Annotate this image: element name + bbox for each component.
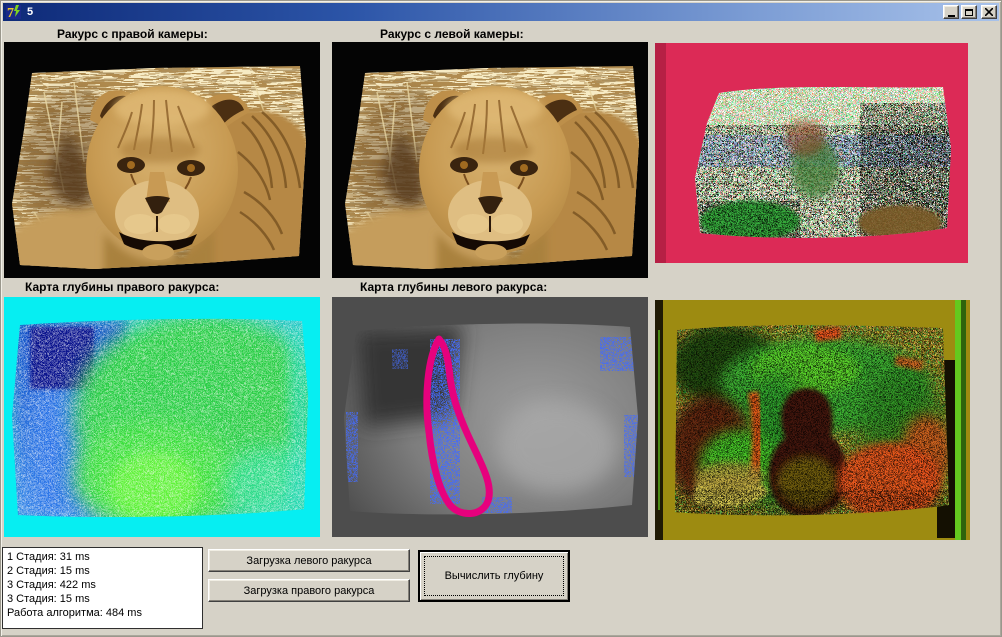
titlebar: 7 5 <box>3 3 999 21</box>
close-button[interactable] <box>981 5 997 19</box>
minimize-button[interactable] <box>943 5 959 19</box>
label-depth-map-right: Карта глубины правого ракурса: <box>25 280 220 294</box>
label-depth-map-left: Карта глубины левого ракурса: <box>360 280 548 294</box>
minimize-icon <box>947 14 955 17</box>
compute-depth-button[interactable]: Вычислить глубину <box>419 551 569 601</box>
delphi-lightning-app-icon: 7 <box>6 5 22 21</box>
depth-map-right-view <box>4 297 320 537</box>
segmentation-map <box>655 300 970 540</box>
label-left-camera-view: Ракурс с левой камеры: <box>380 27 524 41</box>
load-right-view-button[interactable]: Загрузка правого ракурса <box>208 579 410 602</box>
highlight-outline <box>423 335 493 517</box>
timing-line: 3 Стадия: 422 ms <box>7 579 96 591</box>
timing-line: Работа алгоритма: 484 ms <box>7 607 142 619</box>
depth-map-left-view <box>332 297 648 537</box>
timing-line: 1 Стадия: 31 ms <box>7 551 90 563</box>
timing-listbox[interactable]: 1 Стадия: 31 ms 2 Стадия: 15 ms 3 Стадия… <box>2 547 203 629</box>
label-right-camera-view: Ракурс с правой камеры: <box>57 27 208 41</box>
close-icon <box>985 8 993 16</box>
svg-text:7: 7 <box>7 6 14 19</box>
maximize-button[interactable] <box>961 5 977 19</box>
timing-line: 2 Стадия: 15 ms <box>7 565 90 577</box>
maximize-icon <box>965 8 973 16</box>
disparity-error-map <box>655 43 968 263</box>
left-camera-photo <box>332 42 648 278</box>
right-camera-photo <box>4 42 320 278</box>
window-title: 5 <box>27 6 34 18</box>
load-left-view-button[interactable]: Загрузка левого ракурса <box>208 549 410 572</box>
timing-line: 3 Стадия: 15 ms <box>7 593 90 605</box>
